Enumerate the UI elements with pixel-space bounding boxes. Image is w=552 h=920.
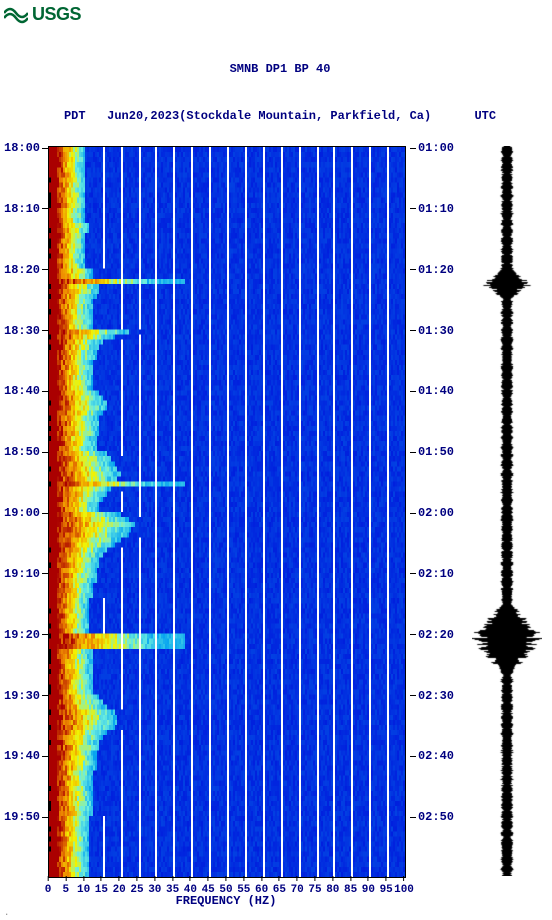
utc-axis: 01:0001:1001:2001:3001:4001:5002:0002:10… bbox=[410, 146, 454, 876]
title-date: Jun20,2023 bbox=[107, 109, 179, 123]
title-station: (Stockdale Mountain, Parkfield, Ca) bbox=[179, 109, 431, 123]
pdt-tick-label: 18:10 bbox=[4, 202, 40, 216]
pdt-tick: 18:20 bbox=[4, 263, 48, 277]
utc-tick: 01:50 bbox=[410, 445, 454, 459]
pdt-axis: 18:0018:1018:2018:3018:4018:5019:0019:10… bbox=[4, 146, 48, 876]
usgs-logo-text: USGS bbox=[32, 4, 81, 25]
pdt-tick: 19:30 bbox=[4, 689, 48, 703]
utc-tick-label: 02:30 bbox=[418, 689, 454, 703]
x-tick: 80 bbox=[326, 876, 339, 896]
pdt-tick-label: 19:10 bbox=[4, 567, 40, 581]
utc-tick-label: 02:50 bbox=[418, 810, 454, 824]
utc-tick: 02:10 bbox=[410, 567, 454, 581]
pdt-tick-label: 19:40 bbox=[4, 749, 40, 763]
utc-tick: 01:20 bbox=[410, 263, 454, 277]
plot-title: SMNB DP1 BP 40 PDT Jun20,2023(Stockdale … bbox=[4, 31, 552, 140]
utc-tick-label: 02:20 bbox=[418, 628, 454, 642]
utc-tick-label: 02:10 bbox=[418, 567, 454, 581]
x-tick: 50 bbox=[219, 876, 232, 896]
x-tick: 40 bbox=[184, 876, 197, 896]
utc-tick: 02:00 bbox=[410, 506, 454, 520]
x-tick: 100 bbox=[394, 876, 414, 896]
pdt-tick-label: 18:20 bbox=[4, 263, 40, 277]
spectrogram bbox=[48, 146, 406, 878]
pdt-tick: 19:20 bbox=[4, 628, 48, 642]
pdt-tick: 18:40 bbox=[4, 384, 48, 398]
pdt-tick-label: 18:40 bbox=[4, 384, 40, 398]
pdt-tick: 18:10 bbox=[4, 202, 48, 216]
pdt-tick-label: 18:00 bbox=[4, 141, 40, 155]
x-tick: 25 bbox=[130, 876, 143, 896]
utc-tick: 02:20 bbox=[410, 628, 454, 642]
x-tick: 5 bbox=[62, 876, 69, 896]
x-tick: 95 bbox=[380, 876, 393, 896]
footer-mark: . bbox=[4, 908, 552, 918]
tz-right: UTC bbox=[474, 109, 496, 123]
usgs-logo: USGS bbox=[4, 4, 552, 25]
utc-tick-label: 01:30 bbox=[418, 324, 454, 338]
x-tick: 90 bbox=[362, 876, 375, 896]
x-tick: 30 bbox=[148, 876, 161, 896]
x-tick: 85 bbox=[344, 876, 357, 896]
pdt-tick: 18:00 bbox=[4, 141, 48, 155]
x-tick: 45 bbox=[202, 876, 215, 896]
x-tick: 0 bbox=[45, 876, 52, 896]
x-tick: 55 bbox=[237, 876, 250, 896]
utc-tick-label: 01:00 bbox=[418, 141, 454, 155]
pdt-tick-label: 19:00 bbox=[4, 506, 40, 520]
plot-area: 18:0018:1018:2018:3018:4018:5019:0019:10… bbox=[4, 146, 548, 906]
pdt-tick-label: 19:50 bbox=[4, 810, 40, 824]
pdt-tick-label: 19:20 bbox=[4, 628, 40, 642]
utc-tick: 02:40 bbox=[410, 749, 454, 763]
pdt-tick: 19:40 bbox=[4, 749, 48, 763]
x-tick: 15 bbox=[95, 876, 108, 896]
utc-tick: 01:40 bbox=[410, 384, 454, 398]
x-tick: 75 bbox=[308, 876, 321, 896]
pdt-tick: 19:10 bbox=[4, 567, 48, 581]
x-axis-label: FREQUENCY (HZ) bbox=[48, 894, 404, 908]
utc-tick-label: 02:40 bbox=[418, 749, 454, 763]
x-tick: 35 bbox=[166, 876, 179, 896]
utc-tick-label: 01:20 bbox=[418, 263, 454, 277]
utc-tick-label: 01:40 bbox=[418, 384, 454, 398]
pdt-tick-label: 19:30 bbox=[4, 689, 40, 703]
utc-tick-label: 02:00 bbox=[418, 506, 454, 520]
x-tick: 60 bbox=[255, 876, 268, 896]
title-line2: PDT Jun20,2023(Stockdale Mountain, Parkf… bbox=[4, 109, 552, 125]
utc-tick-label: 01:10 bbox=[418, 202, 454, 216]
title-line1: SMNB DP1 BP 40 bbox=[4, 62, 552, 78]
seismogram-trace bbox=[472, 146, 542, 876]
x-tick: 70 bbox=[291, 876, 304, 896]
x-tick: 20 bbox=[113, 876, 126, 896]
frequency-axis: 0510152025303540455055606570758085909510… bbox=[48, 876, 404, 906]
utc-tick: 01:30 bbox=[410, 324, 454, 338]
x-tick: 10 bbox=[77, 876, 90, 896]
pdt-tick: 18:50 bbox=[4, 445, 48, 459]
pdt-tick: 19:50 bbox=[4, 810, 48, 824]
usgs-wave-icon bbox=[4, 6, 28, 24]
pdt-tick-label: 18:30 bbox=[4, 324, 40, 338]
x-tick: 65 bbox=[273, 876, 286, 896]
utc-tick: 01:00 bbox=[410, 141, 454, 155]
utc-tick: 02:30 bbox=[410, 689, 454, 703]
utc-tick: 02:50 bbox=[410, 810, 454, 824]
utc-tick-label: 01:50 bbox=[418, 445, 454, 459]
pdt-tick: 18:30 bbox=[4, 324, 48, 338]
utc-tick: 01:10 bbox=[410, 202, 454, 216]
pdt-tick: 19:00 bbox=[4, 506, 48, 520]
tz-left: PDT bbox=[64, 109, 86, 123]
pdt-tick-label: 18:50 bbox=[4, 445, 40, 459]
